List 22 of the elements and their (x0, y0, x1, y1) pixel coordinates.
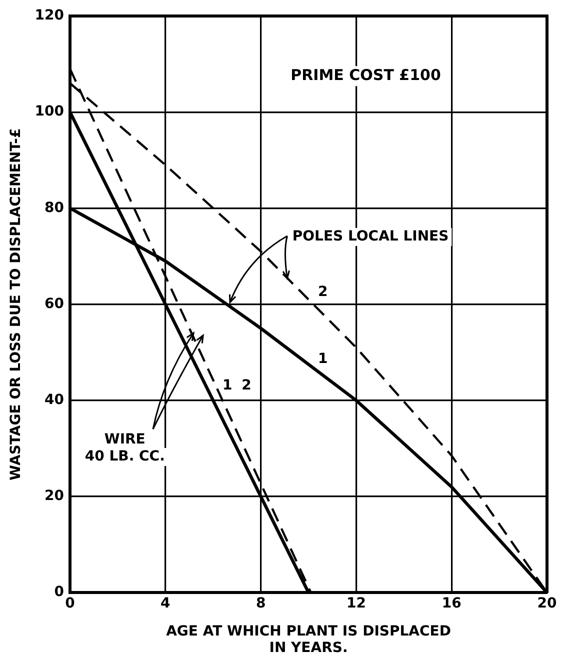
y-tick-label: 120 (34, 8, 64, 24)
y-tick-label: 0 (54, 584, 64, 600)
annotation: WIRE 40 LB. CC. (84, 432, 165, 465)
annotation: POLES LOCAL LINES (292, 228, 449, 245)
y-tick-label: 80 (44, 200, 64, 216)
y-tick-label: 40 (44, 392, 64, 408)
y-tick-label: 20 (44, 488, 64, 504)
y-axis-title: WASTAGE OR LOSS DUE TO DISPLACEMENT-£ (8, 128, 24, 480)
x-tick-label: 12 (346, 596, 366, 612)
x-tick-label: 20 (537, 596, 557, 612)
x-tick-label: 0 (65, 596, 76, 612)
annotation: 2 (242, 378, 252, 394)
annotation: 1 (222, 378, 232, 394)
x-axis-title: AGE AT WHICH PLANT IS DISPLACED IN YEARS. (166, 623, 451, 656)
y-tick-label: 100 (34, 104, 64, 120)
x-tick-label: 4 (160, 596, 171, 612)
y-tick-label: 60 (44, 296, 64, 312)
x-tick-label: 16 (442, 596, 462, 612)
annotation: 2 (318, 284, 328, 300)
text: PRIME COST £100 (290, 66, 441, 84)
x-tick-label: 8 (256, 596, 266, 612)
annotation: 1 (318, 351, 328, 368)
